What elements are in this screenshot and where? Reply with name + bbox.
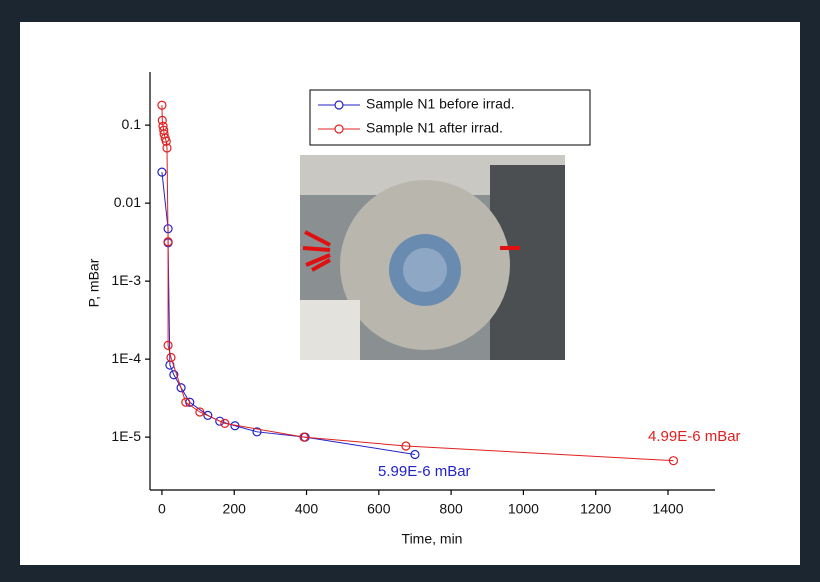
x-tick-label: 400 bbox=[295, 501, 319, 517]
data-point bbox=[252, 427, 262, 437]
x-tick-label: 1000 bbox=[508, 501, 539, 517]
y-tick-label: 1E-5 bbox=[111, 428, 141, 444]
x-tick-label: 800 bbox=[439, 501, 463, 517]
y-tick-label: 0.01 bbox=[114, 194, 141, 210]
legend-box bbox=[309, 89, 591, 146]
x-tick-label: 1400 bbox=[652, 501, 683, 517]
legend-marker bbox=[334, 100, 344, 110]
x-tick-label: 1200 bbox=[580, 501, 611, 517]
data-point bbox=[161, 136, 171, 146]
x-tick-label: 200 bbox=[223, 501, 247, 517]
data-point bbox=[195, 407, 205, 417]
data-point bbox=[157, 100, 167, 110]
data-point bbox=[401, 441, 411, 451]
data-point bbox=[163, 237, 173, 247]
y-axis-label: P, mBar bbox=[86, 258, 102, 307]
data-point bbox=[166, 352, 176, 363]
data-point bbox=[162, 143, 172, 153]
data-point bbox=[410, 449, 420, 460]
data-point bbox=[668, 456, 679, 466]
data-point bbox=[220, 418, 230, 428]
data-point bbox=[215, 416, 225, 426]
x-axis-label: Time, min bbox=[402, 531, 463, 547]
data-point bbox=[176, 383, 186, 393]
legend-label: Sample N1 before irrad. bbox=[366, 96, 515, 112]
data-point bbox=[163, 340, 173, 350]
inset-photo bbox=[300, 155, 565, 360]
y-tick-label: 1E-3 bbox=[111, 272, 141, 288]
annotation: 5.99E-6 mBar bbox=[378, 463, 471, 480]
data-point bbox=[203, 410, 213, 420]
y-tick-label: 1E-4 bbox=[111, 350, 141, 366]
y-tick-label: 0.1 bbox=[122, 116, 142, 132]
x-tick-label: 0 bbox=[158, 501, 166, 517]
data-point bbox=[181, 397, 191, 407]
legend-label: Sample N1 after irrad. bbox=[366, 120, 503, 136]
x-tick-label: 600 bbox=[367, 501, 391, 517]
annotation: 4.99E-6 mBar bbox=[648, 428, 741, 445]
data-point bbox=[157, 167, 167, 177]
data-point bbox=[299, 432, 309, 442]
data-point bbox=[157, 115, 167, 126]
legend-marker bbox=[334, 124, 344, 134]
series-line bbox=[161, 105, 674, 462]
data-point bbox=[169, 370, 179, 380]
